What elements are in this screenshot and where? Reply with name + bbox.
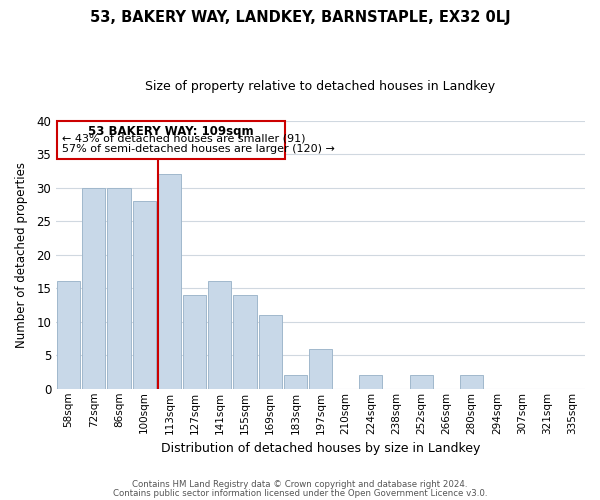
Text: Contains HM Land Registry data © Crown copyright and database right 2024.: Contains HM Land Registry data © Crown c… <box>132 480 468 489</box>
Bar <box>58 120 285 160</box>
Bar <box>284 376 307 389</box>
X-axis label: Distribution of detached houses by size in Landkey: Distribution of detached houses by size … <box>161 442 480 455</box>
Bar <box>309 348 332 389</box>
Title: Size of property relative to detached houses in Landkey: Size of property relative to detached ho… <box>145 80 496 93</box>
Bar <box>410 376 433 389</box>
Y-axis label: Number of detached properties: Number of detached properties <box>15 162 28 348</box>
Bar <box>82 188 106 389</box>
Text: ← 43% of detached houses are smaller (91): ← 43% of detached houses are smaller (91… <box>62 134 306 144</box>
Bar <box>208 282 232 389</box>
Text: 57% of semi-detached houses are larger (120) →: 57% of semi-detached houses are larger (… <box>62 144 335 154</box>
Text: 53, BAKERY WAY, LANDKEY, BARNSTAPLE, EX32 0LJ: 53, BAKERY WAY, LANDKEY, BARNSTAPLE, EX3… <box>89 10 511 25</box>
Bar <box>57 282 80 389</box>
Bar <box>259 315 282 389</box>
Text: Contains public sector information licensed under the Open Government Licence v3: Contains public sector information licen… <box>113 488 487 498</box>
Bar <box>359 376 382 389</box>
Text: 53 BAKERY WAY: 109sqm: 53 BAKERY WAY: 109sqm <box>88 124 254 138</box>
Bar <box>233 295 257 389</box>
Bar <box>460 376 483 389</box>
Bar <box>183 295 206 389</box>
Bar <box>158 174 181 389</box>
Bar <box>107 188 131 389</box>
Bar <box>133 201 156 389</box>
